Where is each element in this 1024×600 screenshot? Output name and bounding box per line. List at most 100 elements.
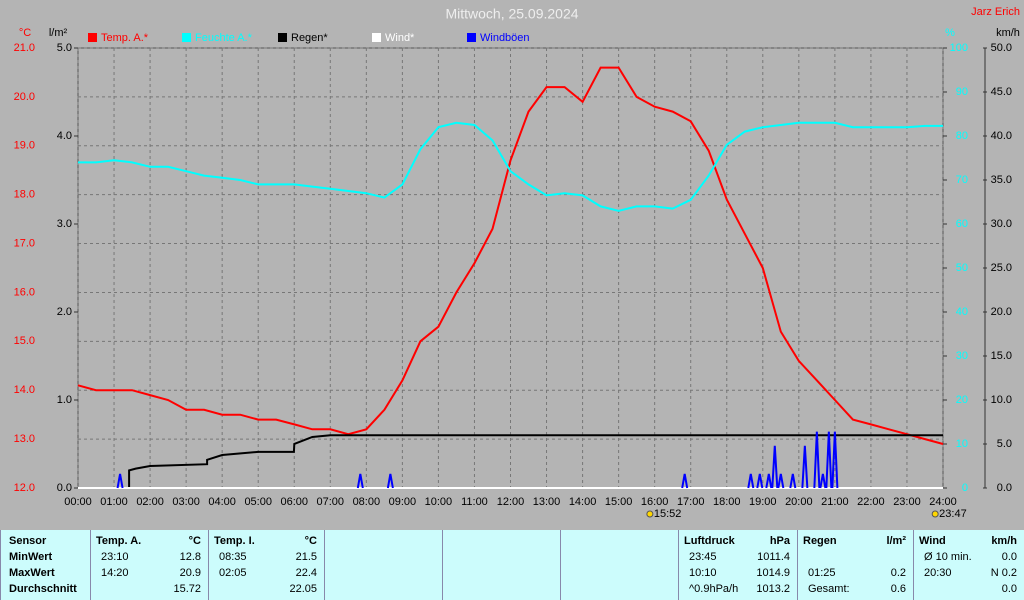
y4-tick-label: 35.0 [991,174,1012,186]
y2-tick-label: 2.0 [57,306,72,318]
x-tick-label: 15:00 [605,496,633,508]
y-tick-label: 17.0 [14,237,35,249]
y3-tick-label: 70 [956,174,968,186]
y3-tick-label: 50 [956,262,968,274]
y2-tick-label: 0.0 [57,482,72,494]
annotation-label: 23:47 [939,508,967,520]
x-tick-label: 04:00 [208,496,236,508]
gust-spike [386,473,394,489]
table-cell: 02:05 [219,567,247,579]
x-tick-label: 22:00 [857,496,885,508]
y-tick-label: 12.0 [14,482,35,494]
y-axis-label: °C [19,27,31,39]
author: Jarz Erich [971,6,1020,18]
table-cell: 20:30 [924,567,952,579]
legend-swatch [372,33,381,42]
table-cell: MinWert [9,551,53,563]
x-tick-label: 03:00 [172,496,200,508]
table-column [442,530,560,600]
y3-tick-label: 0 [962,482,968,494]
gust-spike [777,473,785,489]
gust-spike [747,473,755,489]
table-cell: km/h [991,535,1017,547]
legend-swatch [182,33,191,42]
x-tick-label: 21:00 [821,496,849,508]
gust-spike [765,473,773,489]
table-cell: Sensor [9,535,47,547]
y3-tick-label: 40 [956,306,968,318]
table-cell: Gesamt: [808,583,850,595]
y2-tick-label: 5.0 [57,42,72,54]
table-cell: Ø 10 min. [924,551,972,563]
table-cell: 1011.4 [757,551,790,563]
table-column: Regen l/m² 01:25 0.2 Gesamt: 0.6 [797,530,913,600]
table-cell: Regen [803,535,837,547]
table-cell: 0.0 [1001,583,1017,595]
y-tick-label: 15.0 [14,335,35,347]
table-cell: 23:10 [101,551,129,563]
y-tick-label: 16.0 [14,286,35,298]
table-cell: 01:25 [808,567,836,579]
chart-title: Mittwoch, 25.09.2024 [445,6,578,22]
legend-label: Windböen [480,32,530,44]
x-tick-label: 00:00 [64,496,92,508]
table-cell: 0.0 [1001,551,1017,563]
gust-spike [681,473,689,489]
table-cell: 22.05 [289,583,317,595]
gust-spike [756,473,764,489]
table-cell: Luftdruck [684,535,735,547]
table-cell: 21.5 [295,551,317,563]
x-tick-label: 19:00 [749,496,777,508]
table-cell: 0.6 [890,583,906,595]
table-column: Temp. A. °C 23:10 12.8 14:20 20.9 15.72 [90,530,208,600]
table-cell: 1013.2 [756,583,790,595]
table-column: Luftdruck hPa 23:45 1011.4 10:10 1014.9 ^0.9hP… [678,530,797,600]
table-cell: °C [188,535,201,547]
y3-tick-label: 80 [956,130,968,142]
gust-spike [831,431,839,489]
y4-tick-label: 40.0 [991,130,1012,142]
table-cell: Durchschnitt [9,583,77,595]
x-tick-label: 18:00 [713,496,741,508]
y4-axis-label: km/h [996,27,1020,39]
x-tick-label: 07:00 [317,496,345,508]
y3-tick-label: 20 [956,394,968,406]
table-cell: MaxWert [9,567,55,579]
y4-tick-label: 50.0 [991,42,1012,54]
table-cell: N 0.2 [990,567,1017,579]
legend-label: Regen* [291,32,328,44]
gust-spike [825,431,833,489]
gust-spike [813,431,821,489]
y3-tick-label: 10 [956,438,968,450]
y3-tick-label: 90 [956,86,968,98]
legend-swatch [467,33,476,42]
x-tick-label: 05:00 [244,496,272,508]
x-tick-label: 13:00 [533,496,561,508]
y4-tick-label: 15.0 [991,350,1012,362]
chart: Mittwoch, 25.09.2024 Jarz Erich °C l/m² … [14,6,1020,520]
y3-tick-label: 100 [950,42,968,54]
y2-axis-label: l/m² [49,27,68,39]
annotation-icon [646,510,654,518]
gust-spike [356,473,364,489]
table-column [560,530,678,600]
gust-spike [801,445,809,489]
table-cell: ^0.9hPa/h [689,583,739,595]
series-line [78,434,943,489]
y4-tick-label: 20.0 [991,306,1012,318]
gust-spike [771,445,779,489]
table-cell: l/m² [886,535,906,547]
y2-tick-label: 4.0 [57,130,72,142]
table-cell: hPa [769,535,790,547]
annotation-label: 15:52 [654,508,682,520]
y2-tick-label: 1.0 [57,394,72,406]
x-tick-label: 10:00 [425,496,453,508]
y3-tick-label: 30 [956,350,968,362]
table-cell: 1014.9 [756,567,790,579]
x-tick-label: 08:00 [353,496,381,508]
gust-spike [789,473,797,489]
gust-spike [116,473,124,489]
table-cell: Temp. I. [214,535,255,547]
legend-label: Wind* [385,32,415,44]
